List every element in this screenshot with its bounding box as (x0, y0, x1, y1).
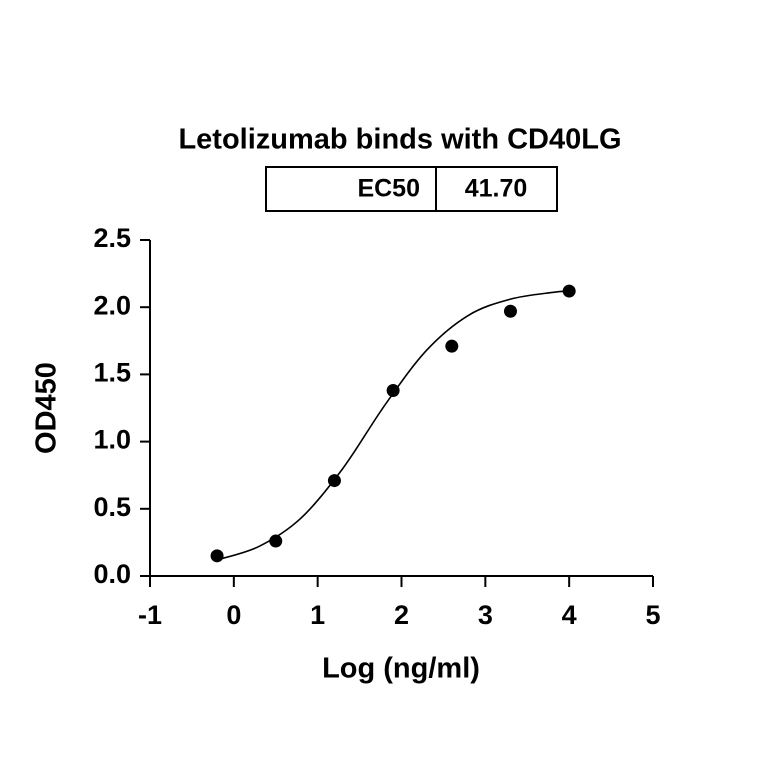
y-tick-label: 1.5 (93, 358, 131, 388)
x-tick-label: 1 (310, 600, 325, 630)
x-tick-label: 0 (226, 600, 241, 630)
fit-curve (216, 290, 570, 561)
table-value: 41.70 (465, 175, 528, 203)
y-axis-title: OD450 (31, 362, 63, 454)
data-point (503, 304, 517, 318)
y-tick-label: 1.0 (93, 425, 131, 455)
data-point (445, 339, 459, 353)
x-tick-label: 3 (478, 600, 493, 630)
chart-title: Letolizumab binds with CD40LG (178, 124, 621, 156)
ec50-table (265, 166, 558, 212)
x-tick-label: -1 (138, 600, 162, 630)
x-axis-title: Log (ng/ml) (322, 653, 480, 685)
y-tick-label: 0.5 (93, 492, 131, 522)
y-tick-label: 2.0 (93, 290, 131, 320)
data-point (210, 549, 224, 563)
x-tick-label: 5 (645, 600, 660, 630)
y-tick-label: 0.0 (93, 559, 131, 589)
data-point (386, 384, 400, 398)
y-tick-label: 2.5 (93, 223, 131, 253)
data-point (269, 534, 283, 548)
table-header: EC50 (357, 175, 420, 203)
x-tick-label: 4 (562, 600, 577, 630)
x-tick-label: 2 (394, 600, 409, 630)
